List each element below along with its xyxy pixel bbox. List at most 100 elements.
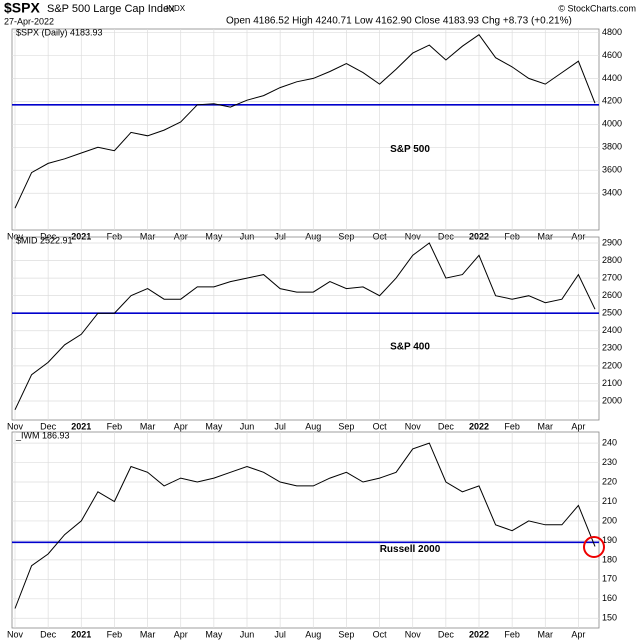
x-tick-label: Mar <box>140 629 156 639</box>
date: 27-Apr-2022 <box>4 16 54 26</box>
x-tick-label: Dec <box>40 231 57 241</box>
x-tick-label: Aug <box>305 231 321 241</box>
quote: Open 4186.52 High 4240.71 Low 4162.90 Cl… <box>226 16 572 27</box>
panel-legend: _IWM 186.93 <box>15 430 70 440</box>
x-tick-label: Aug <box>305 421 321 431</box>
y-tick-label: 4200 <box>602 96 622 106</box>
x-tick-label: Jun <box>240 231 255 241</box>
panel-label: S&P 400 <box>390 341 430 352</box>
panel-legend: $SPX (Daily) 4183.93 <box>16 27 103 37</box>
x-tick-label: Nov <box>7 231 24 241</box>
y-tick-label: 3800 <box>602 142 622 152</box>
y-tick-label: 2300 <box>602 343 622 353</box>
panel-frame <box>11 431 600 629</box>
y-tick-label: 170 <box>602 574 617 584</box>
x-tick-label: Jun <box>240 629 255 639</box>
price-line <box>14 442 596 609</box>
index-name: S&P 500 Large Cap Index <box>47 3 175 15</box>
y-tick-label: 2600 <box>602 290 622 300</box>
y-tick-label: 240 <box>602 437 617 447</box>
y-tick-label: 160 <box>602 593 617 603</box>
y-tick-label: 190 <box>602 535 617 545</box>
y-tick-label: 3400 <box>602 188 622 198</box>
x-tick-label: Feb <box>107 421 123 431</box>
price-line <box>14 34 596 209</box>
x-tick-label: Apr <box>571 629 585 639</box>
x-tick-label: 2021 <box>71 421 91 431</box>
y-tick-label: 2900 <box>602 237 622 247</box>
x-tick-label: Mar <box>538 629 554 639</box>
x-tick-label: Feb <box>107 231 123 241</box>
x-tick-label: Feb <box>107 629 123 639</box>
symbol: $SPX <box>4 0 40 16</box>
panel-legend: $MID 2522.91 <box>16 235 73 245</box>
x-tick-label: 2021 <box>71 231 91 241</box>
x-tick-label: May <box>205 421 223 431</box>
x-tick-label: Sep <box>338 421 354 431</box>
x-tick-label: Feb <box>504 629 520 639</box>
x-tick-label: Mar <box>538 231 554 241</box>
x-tick-label: Nov <box>7 629 24 639</box>
panel-frame <box>11 236 600 421</box>
x-tick-label: Nov <box>7 421 24 431</box>
x-tick-label: Apr <box>174 231 188 241</box>
y-tick-label: 210 <box>602 496 617 506</box>
highlight-circle <box>583 536 605 558</box>
exchange: INDX <box>166 4 186 13</box>
x-tick-label: 2021 <box>71 629 91 639</box>
x-tick-label: Dec <box>438 231 455 241</box>
x-tick-label: 2022 <box>469 231 489 241</box>
y-tick-label: 2000 <box>602 395 622 405</box>
x-tick-label: Mar <box>140 421 156 431</box>
x-tick-label: Dec <box>40 629 57 639</box>
y-tick-label: 150 <box>602 613 617 623</box>
x-tick-label: Aug <box>305 629 321 639</box>
panel-label: S&P 500 <box>390 144 430 155</box>
y-tick-label: 4600 <box>602 50 622 60</box>
x-tick-label: Apr <box>174 421 188 431</box>
x-tick-label: Apr <box>571 231 585 241</box>
x-tick-label: May <box>205 231 223 241</box>
price-line <box>14 242 596 411</box>
x-tick-label: Oct <box>373 629 388 639</box>
panel-label: Russell 2000 <box>380 544 441 555</box>
x-tick-label: Dec <box>40 421 57 431</box>
x-tick-label: Apr <box>174 629 188 639</box>
x-tick-label: 2022 <box>469 421 489 431</box>
y-tick-label: 220 <box>602 476 617 486</box>
panel-frame <box>11 28 600 231</box>
y-tick-label: 2200 <box>602 360 622 370</box>
x-tick-label: Jul <box>274 629 286 639</box>
y-tick-label: 2800 <box>602 255 622 265</box>
x-tick-label: Feb <box>504 231 520 241</box>
y-tick-label: 4800 <box>602 27 622 37</box>
x-tick-label: Apr <box>571 421 585 431</box>
y-tick-label: 2400 <box>602 325 622 335</box>
x-tick-label: Nov <box>405 629 422 639</box>
x-tick-label: Mar <box>140 231 156 241</box>
y-tick-label: 200 <box>602 515 617 525</box>
y-tick-label: 2100 <box>602 378 622 388</box>
x-tick-label: 2022 <box>469 629 489 639</box>
x-tick-label: Oct <box>373 231 388 241</box>
x-tick-label: Nov <box>405 231 422 241</box>
x-tick-label: Oct <box>373 421 388 431</box>
x-tick-label: Sep <box>338 629 354 639</box>
y-tick-label: 4400 <box>602 73 622 83</box>
y-tick-label: 2500 <box>602 308 622 318</box>
y-tick-label: 4000 <box>602 119 622 129</box>
x-tick-label: Jul <box>274 231 286 241</box>
x-tick-label: Jun <box>240 421 255 431</box>
x-tick-label: Mar <box>538 421 554 431</box>
source: © StockCharts.com <box>558 3 636 13</box>
x-tick-label: Sep <box>338 231 354 241</box>
x-tick-label: Nov <box>405 421 422 431</box>
x-tick-label: Feb <box>504 421 520 431</box>
y-tick-label: 180 <box>602 554 617 564</box>
x-tick-label: Dec <box>438 629 455 639</box>
y-tick-label: 3600 <box>602 165 622 175</box>
y-tick-label: 2700 <box>602 272 622 282</box>
x-tick-label: Jul <box>274 421 286 431</box>
x-tick-label: Dec <box>438 421 455 431</box>
